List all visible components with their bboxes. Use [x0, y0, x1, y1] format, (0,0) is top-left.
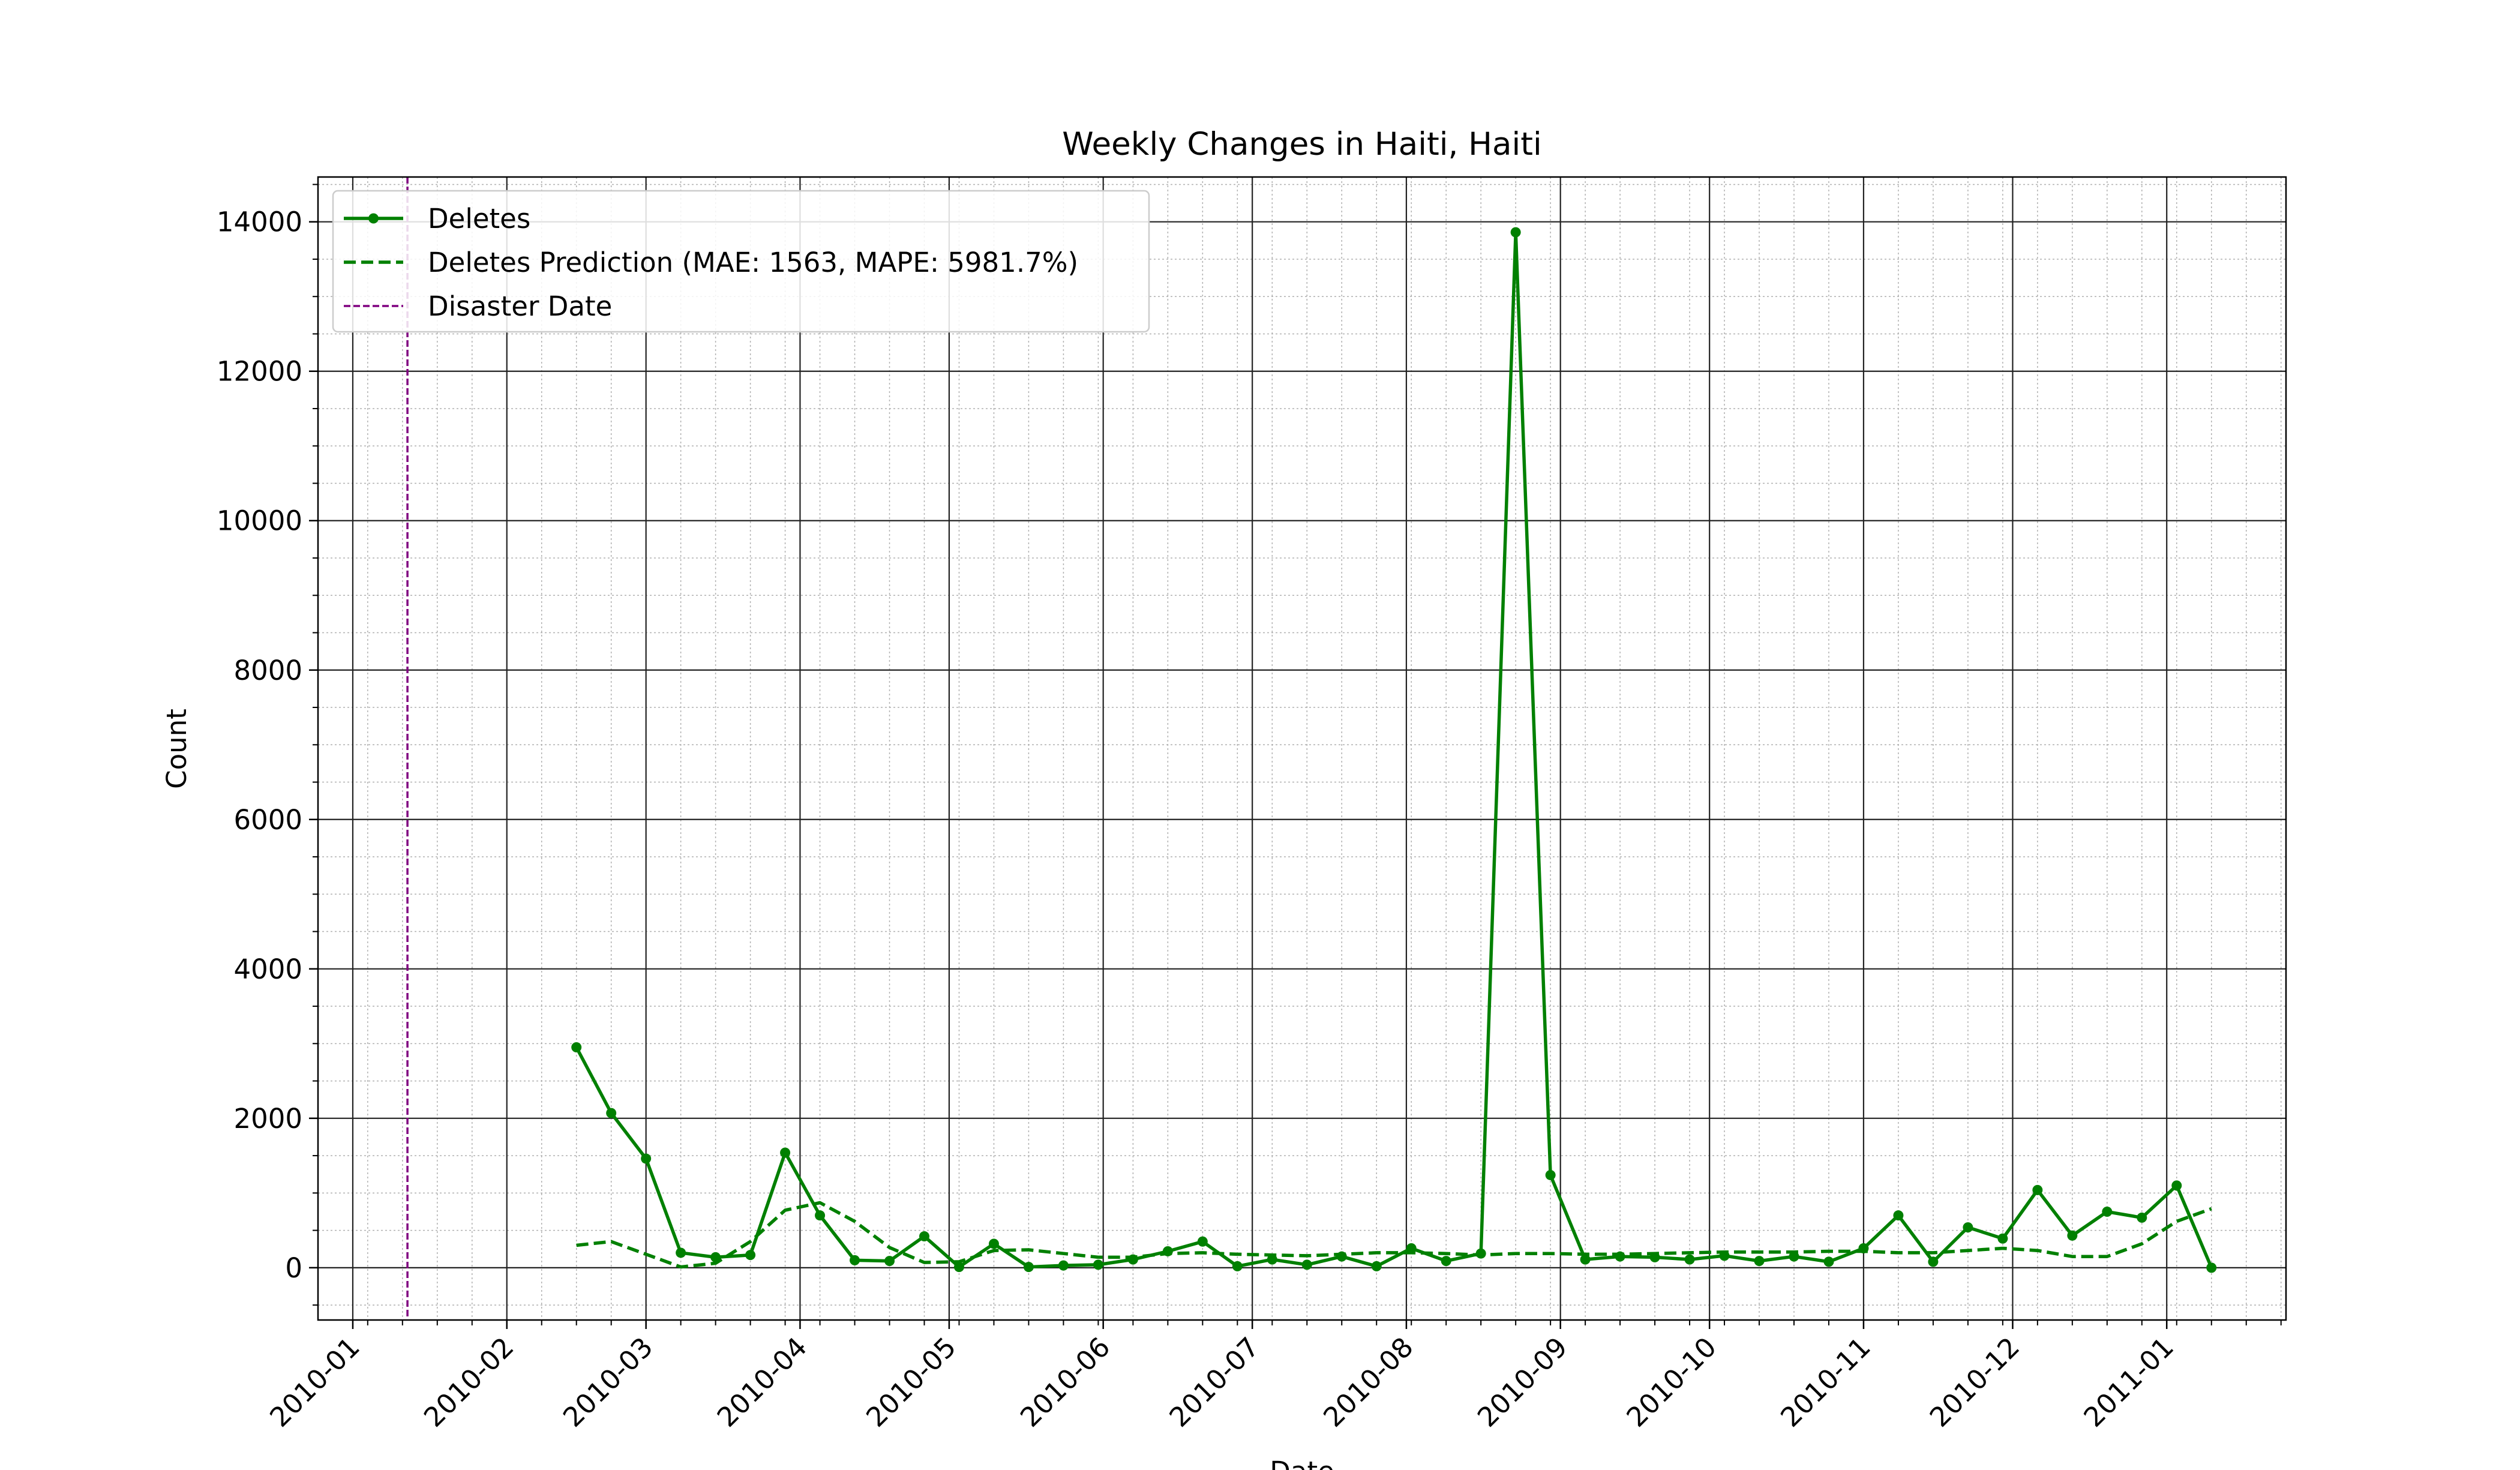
deletes-data-point — [571, 1042, 582, 1053]
deletes-data-point — [2137, 1212, 2147, 1223]
deletes-data-point — [2032, 1184, 2043, 1195]
legend-label: Disaster Date — [428, 290, 612, 322]
deletes-data-point — [1963, 1222, 1973, 1233]
y-tick-label: 14000 — [217, 206, 302, 238]
deletes-data-point — [676, 1247, 686, 1258]
deletes-data-point — [1789, 1251, 1799, 1262]
deletes-data-point — [641, 1153, 652, 1164]
deletes-data-point — [1545, 1169, 1556, 1180]
deletes-data-point — [1301, 1259, 1312, 1270]
deletes-data-point — [884, 1256, 895, 1267]
deletes-data-point — [2206, 1262, 2217, 1273]
deletes-data-point — [953, 1262, 964, 1273]
deletes-data-point — [850, 1255, 860, 1265]
plot-frame — [317, 176, 2287, 1321]
deletes-line — [575, 230, 2213, 1269]
deletes-data-point — [1093, 1259, 1103, 1270]
y-tick-label: 4000 — [233, 953, 302, 985]
deletes-data-point — [1510, 227, 1521, 238]
deletes-data-point — [1754, 1256, 1765, 1267]
deletes-data-point — [988, 1238, 999, 1249]
legend-box — [332, 190, 1150, 333]
deletes-data-point — [1197, 1236, 1208, 1247]
deletes-data-point — [919, 1231, 930, 1242]
deletes-data-point — [606, 1108, 617, 1118]
y-tick-label: 12000 — [217, 356, 302, 388]
deletes-data-point — [1441, 1256, 1451, 1267]
prediction-line — [576, 1201, 2212, 1269]
x-axis-label: Date — [1270, 1456, 1334, 1470]
deletes-data-point — [1997, 1233, 2008, 1244]
y-tick-label: 6000 — [233, 804, 302, 836]
deletes-data-point — [1893, 1210, 1904, 1221]
deletes-data-point — [1023, 1262, 1034, 1273]
plot-data — [406, 177, 2217, 1320]
deletes-data-point — [1058, 1260, 1069, 1271]
deletes-data-point — [815, 1210, 826, 1221]
legend-label: Deletes — [428, 203, 530, 235]
deletes-data-point — [780, 1147, 791, 1158]
deletes-data-point — [2067, 1230, 2078, 1241]
deletes-data-point — [2171, 1180, 2182, 1191]
y-tick-label: 0 — [285, 1252, 302, 1284]
deletes-data-point — [1232, 1261, 1243, 1271]
deletes-data-point — [1684, 1254, 1695, 1265]
deletes-data-point — [1823, 1256, 1834, 1267]
deletes-data-point — [2102, 1206, 2113, 1217]
legend: Deletes Deletes Prediction (MAE: 1563, MA… — [332, 190, 1150, 333]
legend-marker-deletes — [368, 213, 379, 224]
deletes-data-point — [745, 1250, 756, 1261]
y-tick-label: 10000 — [217, 505, 302, 537]
y-tick-label: 2000 — [233, 1103, 302, 1135]
deletes-data-point — [1928, 1256, 1939, 1267]
deletes-data-point — [1580, 1254, 1591, 1265]
deletes-data-point — [1267, 1254, 1277, 1265]
deletes-data-point — [1406, 1243, 1417, 1253]
legend-label: Deletes Prediction (MAE: 1563, MAPE: 598… — [428, 247, 1078, 278]
y-tick-label: 8000 — [233, 655, 302, 686]
chart-title: Weekly Changes in Haiti, Haiti — [1062, 126, 1542, 163]
deletes-data-point — [1371, 1261, 1382, 1271]
y-axis-label: Count — [161, 709, 193, 789]
